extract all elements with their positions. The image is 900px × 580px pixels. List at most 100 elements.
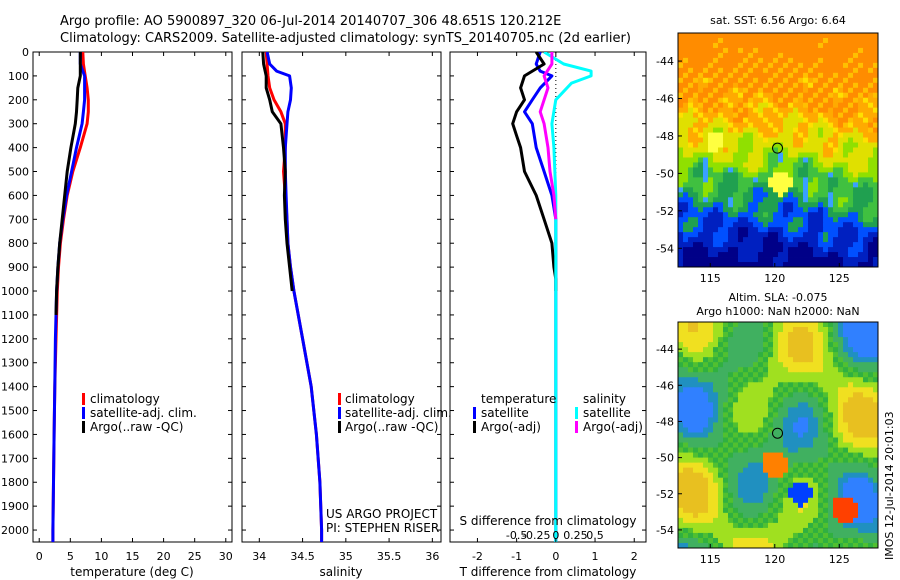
map-cell <box>833 247 839 253</box>
map-cell <box>708 377 714 383</box>
map-cell <box>728 62 734 69</box>
map-cell <box>803 207 809 213</box>
map-cell <box>723 97 729 104</box>
temperature-panel <box>32 51 233 543</box>
map-cell <box>823 262 829 268</box>
map-cell <box>723 242 729 248</box>
map-cell <box>858 527 864 534</box>
map-cell <box>778 202 784 208</box>
map-cell <box>863 42 869 49</box>
map-cell <box>723 87 729 94</box>
map-cell <box>678 237 684 243</box>
map-cell <box>873 52 879 59</box>
map-cell <box>798 412 804 418</box>
map-cell <box>738 342 744 348</box>
map-cell <box>838 152 844 158</box>
map-cell <box>683 502 689 509</box>
map-cell <box>868 367 874 373</box>
map-cell <box>763 372 769 378</box>
map-cell <box>798 342 804 348</box>
map-cell <box>768 212 774 218</box>
map-cell <box>773 152 779 158</box>
map-cell <box>778 217 784 223</box>
map-cell <box>823 432 829 438</box>
map-cell <box>818 347 824 353</box>
map-cell <box>803 427 809 433</box>
map-cell <box>808 177 814 183</box>
map-cell <box>768 177 774 183</box>
map-cell <box>758 352 764 358</box>
map-cell <box>728 322 734 328</box>
map-cell <box>823 157 829 163</box>
map-cell <box>683 412 689 418</box>
map-cell <box>718 262 724 268</box>
map-cell <box>758 167 764 173</box>
map-cell <box>678 152 684 158</box>
legend-swatch-s-argo <box>575 421 578 433</box>
map-cell <box>703 507 709 514</box>
map-cell <box>708 372 714 378</box>
map-cell <box>738 242 744 248</box>
map-cell <box>813 127 819 133</box>
map-cell <box>773 487 779 494</box>
map-cell <box>763 432 769 438</box>
map-cell <box>873 87 879 94</box>
map-cell <box>823 417 829 423</box>
map-cell <box>703 352 709 358</box>
map-cell <box>743 457 749 464</box>
map-cell <box>723 117 729 124</box>
map-cell <box>823 462 829 469</box>
map-cell <box>738 407 744 413</box>
map-cell <box>828 187 834 193</box>
map-cell <box>763 427 769 433</box>
map-cell <box>798 157 804 163</box>
map-cell <box>858 477 864 484</box>
map-cell <box>723 127 729 133</box>
map-cell <box>853 497 859 504</box>
map-cell <box>763 512 769 519</box>
map-cell <box>733 92 739 99</box>
map-cell <box>713 182 719 188</box>
map-cell <box>823 357 829 363</box>
map-cell <box>688 147 694 153</box>
map-cell <box>823 107 829 114</box>
map-cell <box>838 367 844 373</box>
map-cell <box>748 457 754 464</box>
map-cell <box>733 177 739 183</box>
map-cell <box>843 432 849 438</box>
map-cell <box>778 412 784 418</box>
map-cell <box>818 327 824 333</box>
map-cell <box>753 397 759 403</box>
map-cell <box>723 462 729 469</box>
map-cell <box>868 362 874 368</box>
map-cell <box>863 402 869 408</box>
map-cell <box>763 457 769 464</box>
map-cell <box>833 72 839 79</box>
map-cell <box>778 192 784 198</box>
map-cell <box>873 177 879 183</box>
legend-swatch-argo <box>82 421 85 433</box>
map-cell <box>788 67 794 74</box>
map-cell <box>758 142 764 148</box>
map-cell <box>788 87 794 94</box>
map-cell <box>833 332 839 338</box>
map-cell <box>738 532 744 539</box>
map-cell <box>833 522 839 529</box>
map-cell <box>743 157 749 163</box>
map-cell <box>768 227 774 233</box>
map-cell <box>853 532 859 539</box>
map-cell <box>728 462 734 469</box>
map-cell <box>873 517 879 524</box>
map-cell <box>873 217 879 223</box>
map-cell <box>843 47 849 54</box>
map-cell <box>823 427 829 433</box>
salinity-x-label: salinity <box>319 565 362 579</box>
map-cell <box>848 182 854 188</box>
map-cell <box>788 217 794 223</box>
map-cell <box>693 472 699 479</box>
map-cell <box>723 352 729 358</box>
map-cell <box>718 172 724 178</box>
map-cell <box>758 42 764 49</box>
s-tick-label: 0.5 <box>586 529 604 542</box>
map-cell <box>733 197 739 203</box>
